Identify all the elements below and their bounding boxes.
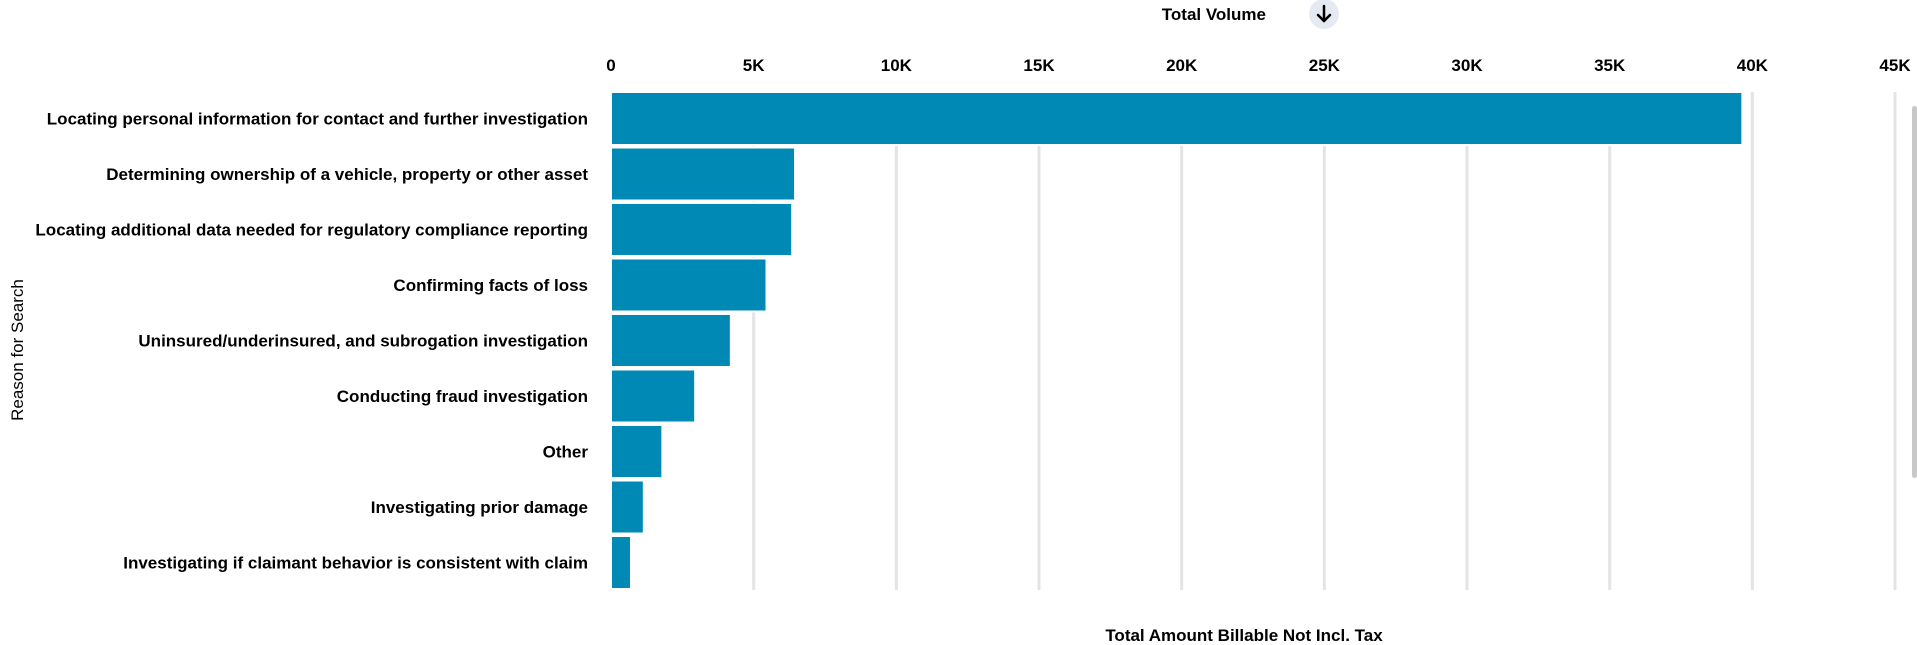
category-label: Uninsured/underinsured, and subrogation …: [138, 332, 588, 351]
bar[interactable]: [610, 146, 797, 202]
x-tick-label: 35K: [1594, 56, 1626, 75]
category-labels: Locating personal information for contac…: [35, 110, 588, 573]
x-tick-label: 15K: [1023, 56, 1055, 75]
bar[interactable]: [610, 535, 632, 590]
category-label: Conducting fraud investigation: [337, 387, 588, 406]
bar[interactable]: [610, 313, 732, 368]
bar[interactable]: [610, 91, 1744, 146]
bar[interactable]: [610, 368, 697, 424]
bar[interactable]: [610, 202, 794, 257]
category-label: Determining ownership of a vehicle, prop…: [106, 165, 588, 184]
bar[interactable]: [610, 257, 768, 313]
bar[interactable]: [610, 479, 645, 535]
x-axis-title: Total Amount Billable Not Incl. Tax: [1105, 626, 1383, 645]
x-tick-label: 40K: [1737, 56, 1769, 75]
x-tick-label: 10K: [881, 56, 913, 75]
bar[interactable]: [610, 424, 664, 479]
x-tick-label: 25K: [1309, 56, 1341, 75]
x-tick-label: 45K: [1879, 56, 1911, 75]
x-tick-label: 0: [606, 56, 615, 75]
sort-control[interactable]: Total Volume: [1162, 0, 1339, 29]
category-label: Other: [543, 443, 589, 462]
scrollbar-thumb[interactable]: [1912, 106, 1917, 478]
category-label: Locating personal information for contac…: [47, 110, 588, 129]
x-tick-label: 5K: [743, 56, 765, 75]
bars: [610, 91, 1744, 590]
x-tick-label: 20K: [1166, 56, 1198, 75]
category-label: Locating additional data needed for regu…: [35, 221, 588, 240]
category-label: Investigating if claimant behavior is co…: [123, 554, 588, 573]
scrollbar[interactable]: [1912, 106, 1917, 478]
sort-label[interactable]: Total Volume: [1162, 5, 1266, 24]
category-label: Investigating prior damage: [371, 498, 588, 517]
sort-button[interactable]: [1309, 0, 1339, 29]
x-tick-label: 30K: [1451, 56, 1483, 75]
category-label: Confirming facts of loss: [393, 276, 588, 295]
y-axis-title: Reason for Search: [8, 279, 27, 421]
x-axis-ticks: 0 5K 10K 15K 20K 25K 30K 35K 40K 45K: [606, 56, 1911, 75]
arrow-down-icon: [1316, 4, 1332, 23]
gridlines: [752, 92, 1897, 590]
